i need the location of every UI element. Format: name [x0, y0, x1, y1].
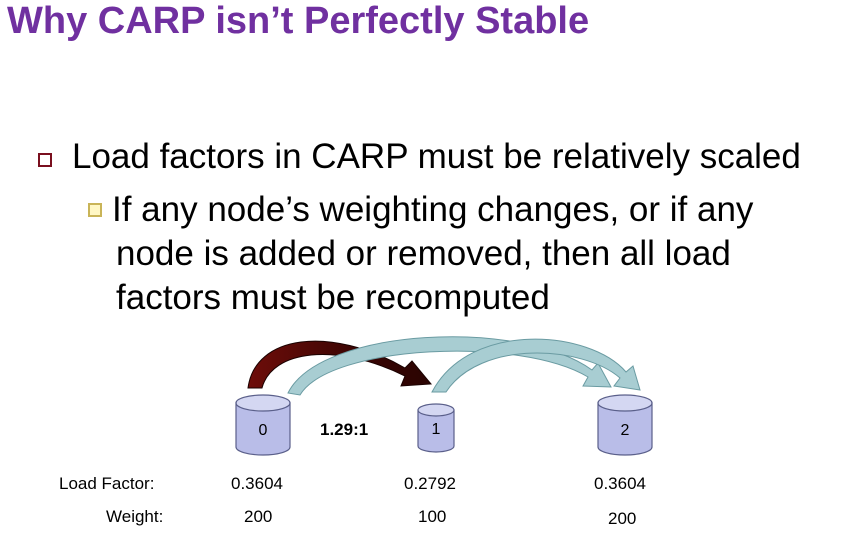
- bullet-level2-line-3: factors must be recomputed: [116, 278, 550, 317]
- load-factor-row-label: Load Factor:: [59, 474, 155, 493]
- bullet-level1-text: Load factors in CARP must be relatively …: [72, 137, 801, 176]
- storage-disk-icon: [417, 403, 455, 453]
- node-1-label: 1: [432, 421, 441, 438]
- slide-title: Why CARP isn’t Perfectly Stable: [7, 0, 590, 42]
- ratio-label: 1.29:1: [320, 420, 369, 439]
- teal-arrow-icon: [431, 338, 641, 393]
- node-0-load-factor: 0.3604: [231, 474, 283, 493]
- node-2-weight: 200: [608, 509, 637, 528]
- node-1-load-factor: 0.2792: [404, 474, 456, 493]
- node-2-label: 2: [621, 422, 630, 439]
- node-0-label: 0: [259, 422, 268, 439]
- node-0-weight: 200: [244, 507, 273, 526]
- node-2-load-factor: 0.3604: [594, 474, 646, 493]
- red-arrow-icon: [247, 340, 433, 389]
- bullet-level1: Load factors in CARP must be relatively …: [38, 137, 801, 177]
- storage-disk-icon: [235, 394, 291, 456]
- square-bullet-icon: [88, 202, 102, 217]
- bullet-level2: If any node’s weighting changes, or if a…: [88, 188, 818, 320]
- square-bullet-icon: [38, 153, 52, 167]
- weight-row-label: Weight:: [106, 507, 164, 526]
- node-1-weight: 100: [418, 507, 447, 526]
- bullet-level2-line-1: If any node’s weighting changes, or if a…: [112, 190, 754, 229]
- bullet-level2-line-2: node is added or removed, then all load: [116, 234, 731, 273]
- storage-disk-icon: [597, 394, 653, 456]
